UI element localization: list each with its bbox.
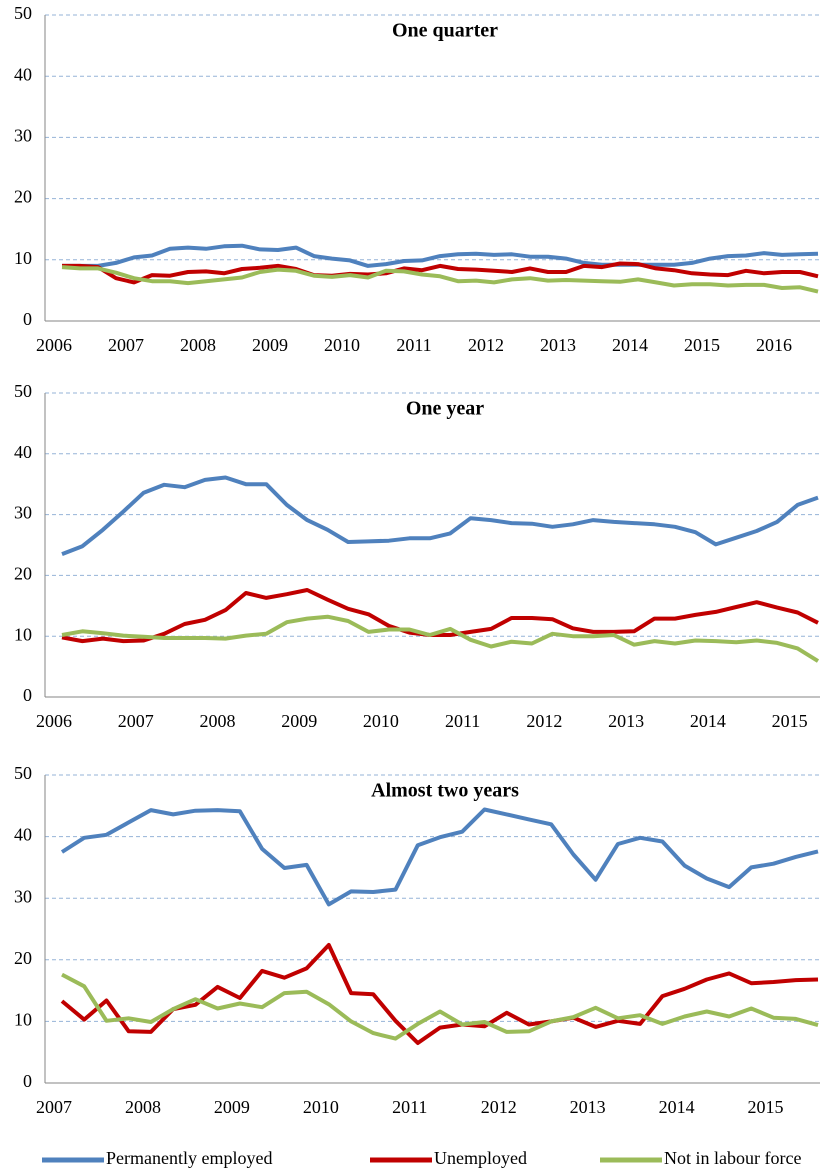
y-tick-label: 30 [14, 503, 32, 523]
y-tick-label: 10 [14, 248, 32, 268]
x-tick-label: 2014 [612, 335, 648, 355]
legend-label: Permanently employed [106, 1148, 272, 1168]
y-tick-label: 10 [14, 1010, 32, 1030]
series-line [60, 943, 819, 1045]
y-tick-label: 20 [14, 564, 32, 584]
series-line [62, 243, 819, 268]
x-tick-label: 2012 [481, 1097, 517, 1117]
y-tick-label: 40 [14, 442, 32, 462]
y-tick-label: 0 [23, 309, 32, 329]
y-tick-label: 30 [14, 126, 32, 146]
series-line [61, 614, 820, 663]
x-tick-label: 2008 [199, 711, 235, 731]
series-line [61, 588, 819, 644]
x-tick-label: 2010 [303, 1097, 339, 1117]
x-tick-label: 2012 [468, 335, 504, 355]
y-tick-label: 50 [14, 381, 32, 401]
x-tick-label: 2015 [772, 711, 808, 731]
legend-label: Not in labour force [664, 1148, 801, 1168]
x-tick-label: 2015 [748, 1097, 784, 1117]
x-tick-label: 2011 [445, 711, 480, 731]
x-tick-label: 2016 [756, 335, 792, 355]
x-tick-label: 2013 [570, 1097, 606, 1117]
y-tick-label: 0 [23, 685, 32, 705]
legend-label: Unemployed [434, 1148, 527, 1168]
x-tick-label: 2007 [36, 1097, 72, 1117]
y-tick-label: 30 [14, 886, 32, 906]
series-line [62, 261, 819, 285]
x-tick-label: 2013 [540, 335, 576, 355]
x-tick-label: 2007 [118, 711, 154, 731]
x-tick-label: 2006 [36, 335, 72, 355]
y-tick-label: 10 [14, 624, 32, 644]
x-tick-label: 2011 [392, 1097, 427, 1117]
series-line [61, 265, 819, 294]
chart-title: Almost two years [371, 780, 519, 802]
y-tick-label: 40 [14, 64, 32, 84]
series-line [61, 475, 819, 556]
x-tick-label: 2011 [396, 335, 431, 355]
series-line [60, 807, 819, 907]
x-tick-label: 2013 [608, 711, 644, 731]
x-tick-label: 2015 [684, 335, 720, 355]
x-tick-label: 2007 [108, 335, 144, 355]
x-tick-label: 2012 [526, 711, 562, 731]
y-tick-label: 50 [14, 3, 32, 23]
y-tick-label: 40 [14, 825, 32, 845]
x-tick-label: 2010 [324, 335, 360, 355]
y-tick-label: 0 [23, 1071, 32, 1091]
y-tick-label: 50 [14, 763, 32, 783]
chart-title: One quarter [392, 20, 498, 42]
x-tick-label: 2014 [690, 711, 726, 731]
x-tick-label: 2009 [214, 1097, 250, 1117]
x-tick-label: 2008 [125, 1097, 161, 1117]
y-tick-label: 20 [14, 948, 32, 968]
chart-title: One year [406, 398, 484, 420]
series-line [61, 972, 819, 1041]
x-tick-label: 2010 [363, 711, 399, 731]
x-tick-label: 2006 [36, 711, 72, 731]
x-tick-label: 2008 [180, 335, 216, 355]
y-tick-label: 20 [14, 187, 32, 207]
x-tick-label: 2014 [659, 1097, 695, 1117]
x-tick-label: 2009 [281, 711, 317, 731]
x-tick-label: 2009 [252, 335, 288, 355]
